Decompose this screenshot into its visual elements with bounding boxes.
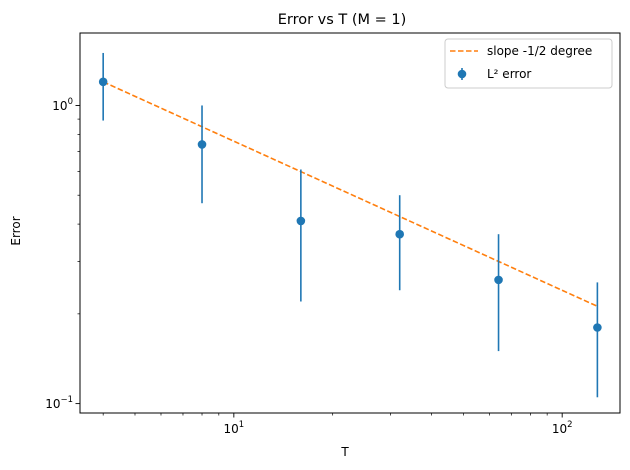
data-point-1 xyxy=(197,140,207,149)
data-point-0 xyxy=(98,77,108,87)
x-tick-label-0: 101 xyxy=(223,420,244,436)
data-point-2 xyxy=(296,216,306,226)
slope-reference-line xyxy=(102,81,598,308)
legend-label-slope: slope -1/2 degree xyxy=(487,44,592,58)
data-point-3 xyxy=(395,229,404,239)
legend-box xyxy=(444,38,613,89)
legend-marker-swatch xyxy=(457,69,467,79)
plot-area xyxy=(98,52,602,398)
data-point-5 xyxy=(593,323,602,332)
chart-title: Error vs T (M = 1) xyxy=(278,12,407,28)
axes-ticks: 101 102 10−1 100 xyxy=(45,97,572,436)
plot-frame xyxy=(79,32,621,414)
legend-label-l2-error: L² error xyxy=(487,67,531,81)
legend: slope -1/2 degree L² error xyxy=(444,38,613,89)
x-axis-label: T xyxy=(340,445,349,459)
data-point-4 xyxy=(494,275,503,285)
y-axis-label: Error xyxy=(9,216,23,245)
x-tick-label-1: 102 xyxy=(552,420,573,436)
y-tick-label-1: 100 xyxy=(52,97,73,113)
y-tick-label-0: 10−1 xyxy=(45,395,73,411)
